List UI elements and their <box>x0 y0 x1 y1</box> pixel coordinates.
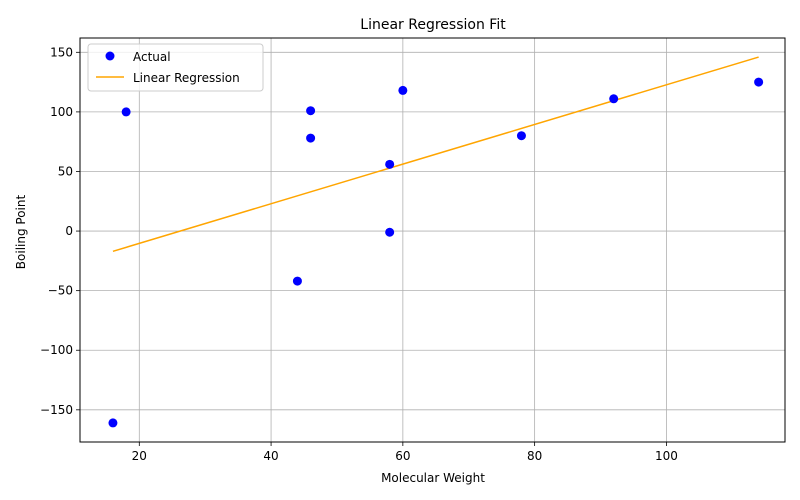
data-point <box>609 94 619 104</box>
x-tick-label: 100 <box>655 449 678 463</box>
y-axis-ticks: −150 −100 −50 0 50 100 150 <box>40 45 80 417</box>
legend-box <box>87 43 264 92</box>
y-tick-label: 0 <box>65 224 73 238</box>
x-tick-label: 80 <box>527 449 542 463</box>
y-tick-label: −150 <box>40 403 73 417</box>
chart-title: Linear Regression Fit <box>360 17 506 33</box>
y-tick-label: 150 <box>50 45 73 59</box>
y-tick-label: −100 <box>40 343 73 357</box>
y-tick-label: −50 <box>48 284 73 298</box>
scatter-points <box>108 77 764 428</box>
legend-label-linear-regression: Linear Regression <box>133 71 240 85</box>
data-point <box>121 107 131 117</box>
data-point <box>754 77 764 87</box>
plot-frame <box>79 37 786 443</box>
regression-line-layer <box>112 56 759 253</box>
data-point <box>398 85 408 95</box>
legend: Actual Linear Regression <box>87 43 264 92</box>
x-tick-label: 40 <box>263 449 278 463</box>
x-axis-label: Molecular Weight <box>381 471 485 485</box>
y-axis-label: Boiling Point <box>14 195 28 270</box>
x-tick-label: 20 <box>132 449 147 463</box>
data-point <box>108 418 118 428</box>
y-tick-label: 100 <box>50 105 73 119</box>
data-point <box>306 106 316 116</box>
regression-line <box>112 56 759 253</box>
data-point <box>385 227 395 237</box>
data-point <box>385 159 395 169</box>
legend-marker-actual <box>105 51 115 61</box>
y-tick-label: 50 <box>58 164 73 178</box>
data-point <box>292 276 302 286</box>
legend-label-actual: Actual <box>133 50 171 64</box>
grid <box>80 38 785 442</box>
x-axis-ticks: 20 40 60 80 100 <box>132 442 678 463</box>
x-tick-label: 60 <box>395 449 410 463</box>
data-point <box>516 131 526 141</box>
data-point <box>306 133 316 143</box>
